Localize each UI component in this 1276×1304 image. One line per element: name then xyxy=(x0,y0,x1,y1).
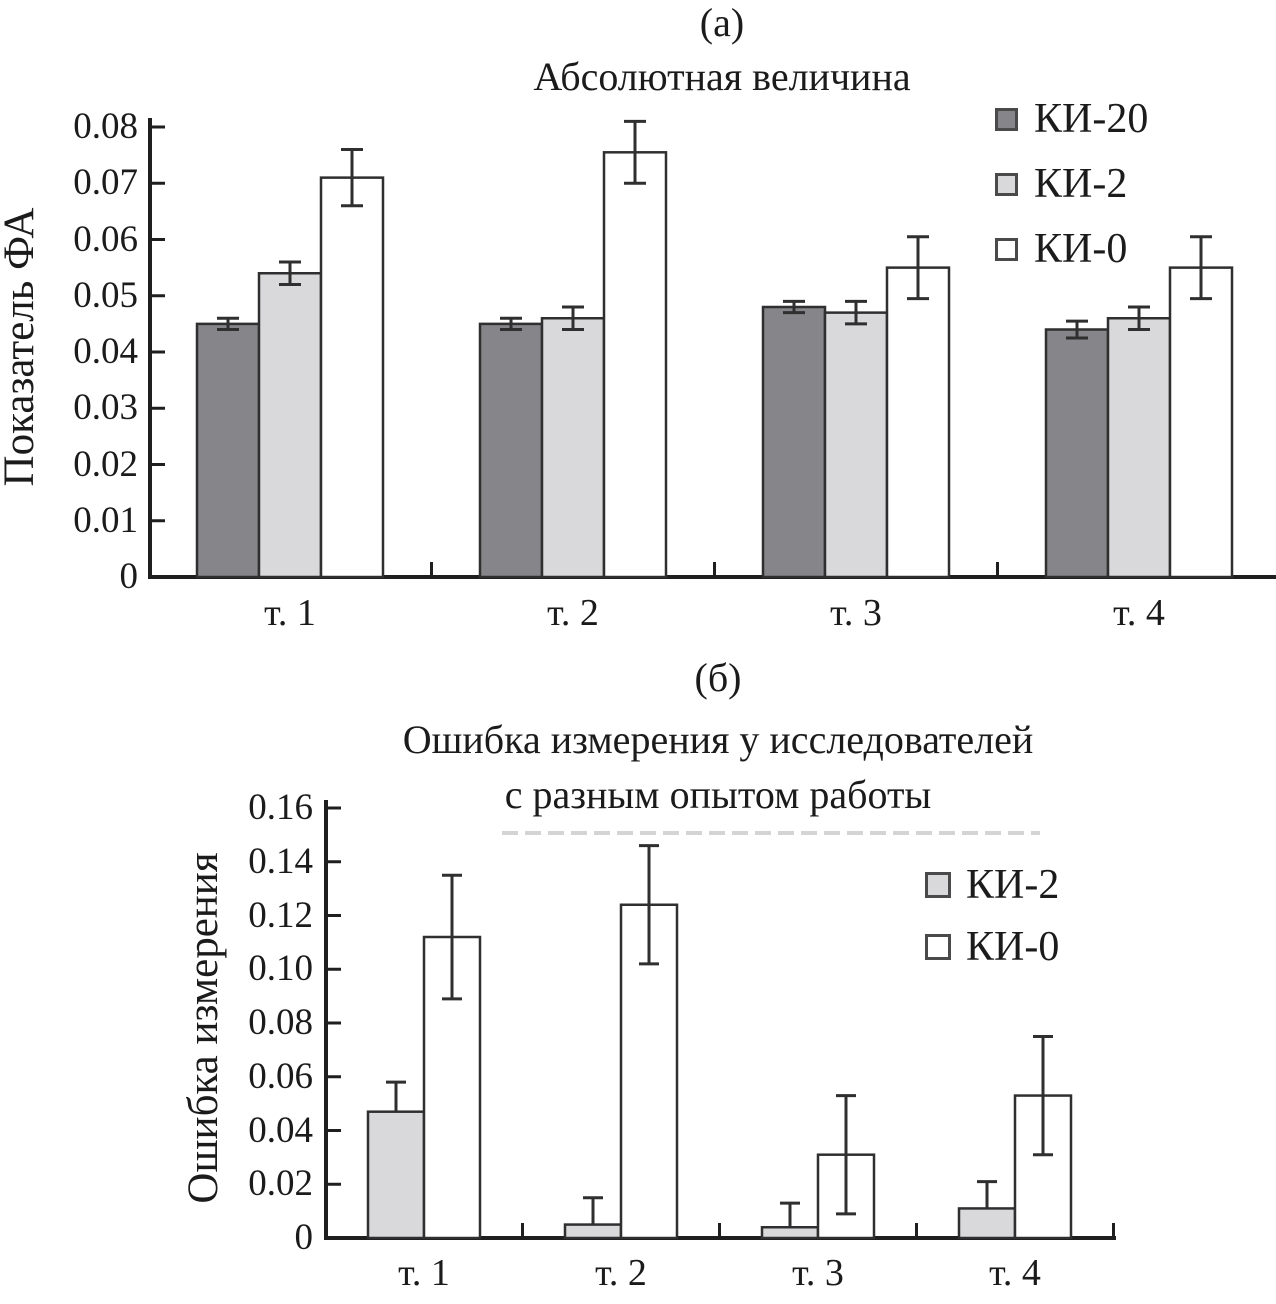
panel-a-category-label: т. 4 xyxy=(1113,592,1165,634)
panel-a-tag: (а) xyxy=(699,0,745,45)
legend-row-ki0: КИ-0 xyxy=(925,924,1059,970)
panel-a-category-label: т. 1 xyxy=(264,592,316,634)
panel-a-bar-КИ-20-т. 3 xyxy=(761,305,827,579)
panel-a-bar-КИ-2-т. 3 xyxy=(823,311,889,579)
panel-a-y-tick-label: 0.04 xyxy=(73,331,138,372)
panel-a-title: Абсолютная величина xyxy=(533,54,911,99)
panel-b-bar-КИ-2-т. 1 xyxy=(366,1110,426,1240)
panel-b-y-tick-label: 0.08 xyxy=(248,1002,313,1043)
panel-b-tag: (б) xyxy=(694,655,742,700)
legend-swatch-ki2 xyxy=(925,872,951,898)
panel-a-legend: КИ-20 КИ-2 КИ-0 xyxy=(995,96,1148,291)
panel-a-bar-КИ-2-т. 4 xyxy=(1106,317,1172,579)
panel-b-title: Ошибка измерения у исследователей xyxy=(402,717,1034,762)
panel-a-bar-КИ-20-т. 2 xyxy=(478,322,544,579)
panel-a-bar-КИ-2-т. 1 xyxy=(257,272,323,579)
panel-a-category-label: т. 3 xyxy=(830,592,882,634)
panel-b-category-label: т. 2 xyxy=(595,1252,647,1294)
legend-label-ki2: КИ-2 xyxy=(966,862,1060,908)
panel-b-y-tick-label: 0.12 xyxy=(248,894,313,936)
panel-b-y-tick-label: 0.16 xyxy=(248,787,313,828)
legend-swatch-ki0 xyxy=(925,934,951,960)
panel-b-category-label: т. 4 xyxy=(989,1252,1041,1294)
legend-row-ki2: КИ-2 xyxy=(925,862,1059,908)
panel-b-y-tick-label: 0.02 xyxy=(248,1163,313,1205)
panel-b-category-label: т. 3 xyxy=(792,1252,844,1294)
panel-b-bar-КИ-2-т. 2 xyxy=(563,1223,623,1240)
panel-a-category-label: т. 2 xyxy=(547,592,599,634)
legend-label-ki0: КИ-0 xyxy=(966,924,1060,970)
legend-label-ki0: КИ-0 xyxy=(1034,226,1128,272)
panel-a-y-tick-label: 0.06 xyxy=(73,218,138,260)
panel-a-bar-КИ-0-т. 1 xyxy=(319,176,385,579)
legend-label-ki2: КИ-2 xyxy=(1034,161,1128,207)
panel-b-bar-КИ-2-т. 4 xyxy=(957,1207,1017,1240)
panel-a-y-tick-label: 0.03 xyxy=(73,387,138,429)
panel-a-bar-КИ-0-т. 2 xyxy=(602,151,668,579)
panel-a-bar-КИ-20-т. 4 xyxy=(1044,328,1110,579)
legend-row-ki2: КИ-2 xyxy=(995,161,1148,207)
panel-b-bar-КИ-2-т. 3 xyxy=(760,1226,820,1240)
panel-a-y-tick-label: 0.08 xyxy=(73,106,138,147)
panel-b-y-tick-label: 0.14 xyxy=(248,840,313,882)
panel-b-y-tick-label: 0.10 xyxy=(248,948,313,990)
legend-swatch-ki0 xyxy=(995,237,1018,261)
panel-a-y-tick-label: 0.05 xyxy=(73,274,138,316)
panel-a-y-tick-label: 0 xyxy=(119,556,139,597)
legend-row-ki20: КИ-20 xyxy=(995,96,1148,142)
panel-a-bar-КИ-0-т. 3 xyxy=(885,266,951,579)
panel-b-y-tick-label: 0.06 xyxy=(248,1055,313,1097)
panel-b-y-tick-label: 0.04 xyxy=(248,1109,313,1151)
panel-a-y-tick-label: 0.01 xyxy=(73,499,138,541)
panel-b-y-tick-label: 0 xyxy=(294,1217,314,1258)
legend-row-ki0: КИ-0 xyxy=(995,226,1148,272)
panel-a-bar-КИ-2-т. 2 xyxy=(540,317,606,579)
legend-swatch-ki2 xyxy=(995,172,1018,196)
panel-b-category-label: т. 1 xyxy=(398,1252,450,1294)
panel-a-y-tick-label: 0.02 xyxy=(73,443,138,485)
panel-b-legend: КИ-2 КИ-0 xyxy=(925,862,1059,986)
legend-label-ki20: КИ-20 xyxy=(1034,96,1149,142)
panel-a-y-tick-label: 0.07 xyxy=(73,162,138,204)
legend-swatch-ki20 xyxy=(995,107,1018,131)
panel-b-subtitle: с разным опытом работы xyxy=(504,772,932,817)
panel-a-bar-КИ-0-т. 4 xyxy=(1168,266,1234,579)
panel-a-bar-КИ-20-т. 1 xyxy=(195,322,261,579)
